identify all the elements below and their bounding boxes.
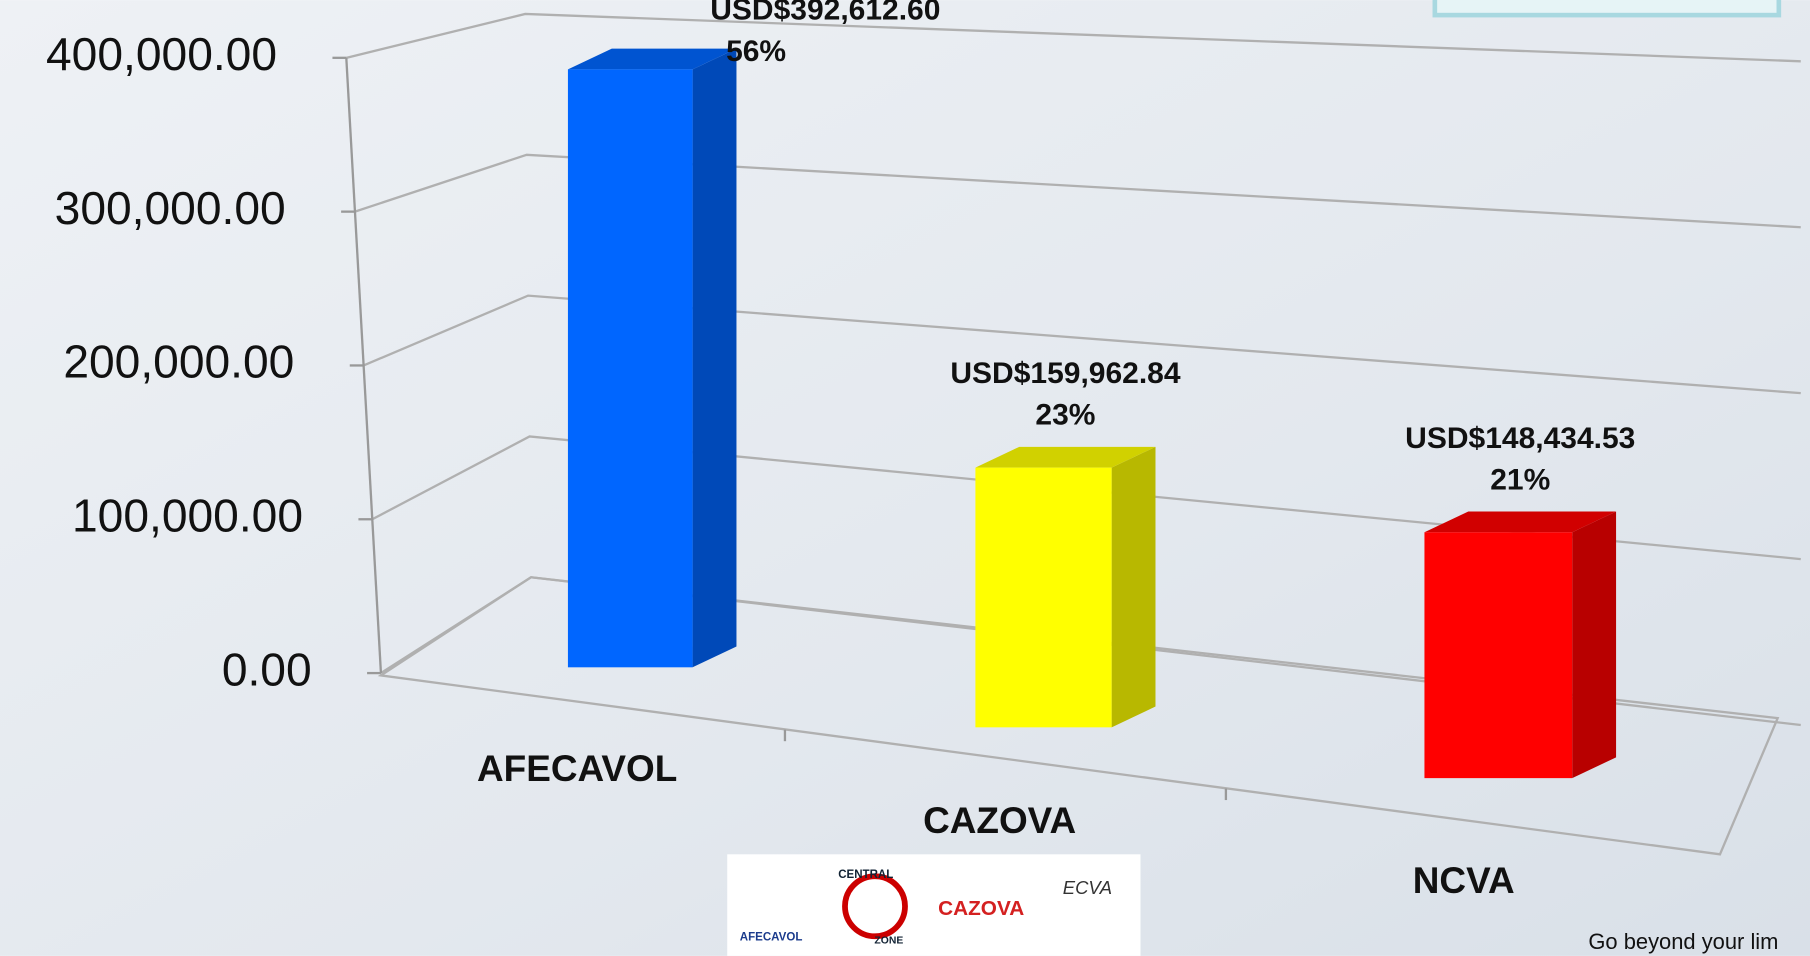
- logo-text: CAZOVA: [938, 897, 1024, 920]
- grid-line: [354, 153, 1801, 229]
- grid-line: [371, 435, 1801, 561]
- bar-side: [1111, 446, 1156, 728]
- bar-top: [567, 48, 737, 70]
- x-tick-label: AFECAVOL: [477, 748, 677, 789]
- share-label: 21%: [1490, 463, 1550, 496]
- y-tick-label: 0.00: [222, 643, 312, 695]
- y-tick-label: 100,000.00: [72, 489, 303, 541]
- bar-top: [975, 446, 1156, 468]
- grid-line: [363, 294, 1801, 395]
- top-box: [1432, 0, 1782, 18]
- logo-text: ECVA: [1063, 877, 1112, 898]
- bar-side: [692, 48, 737, 668]
- footer: Go beyond your lim: [1588, 929, 1778, 954]
- bar: [1424, 532, 1573, 779]
- logo-text: ZONE: [874, 936, 903, 947]
- grid-line: [346, 12, 1801, 63]
- logo-ring: [842, 873, 908, 940]
- logo-text: AFECAVOL: [740, 931, 803, 943]
- share-label: 23%: [1035, 399, 1095, 432]
- logos: AFECAVOL CENTRAL ZONE CAZOVA ECVA: [727, 854, 1141, 956]
- floor: [377, 576, 1780, 856]
- y-tick-label: 400,000.00: [46, 28, 277, 80]
- bar: [567, 69, 693, 668]
- share-label: 56%: [726, 35, 786, 68]
- bar: [975, 467, 1112, 728]
- y-tick-label: 300,000.00: [55, 182, 286, 234]
- value-label: USD$159,962.84: [950, 357, 1180, 390]
- x-tick-label: CAZOVA: [923, 800, 1076, 841]
- bar-top: [1424, 511, 1617, 533]
- logo-panel: [727, 854, 1141, 956]
- logo-text: CENTRAL: [838, 869, 893, 881]
- value-label: USD$392,612.60: [710, 0, 940, 27]
- bar-side: [1572, 511, 1617, 779]
- y-tick-label: 200,000.00: [63, 336, 294, 388]
- value-label: USD$148,434.53: [1405, 422, 1635, 455]
- x-tick-label: NCVA: [1413, 860, 1515, 901]
